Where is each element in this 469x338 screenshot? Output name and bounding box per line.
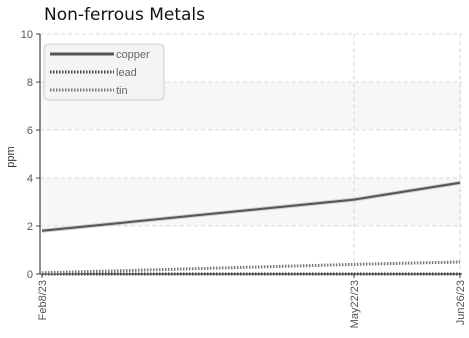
x-tick-label: May22/23 bbox=[349, 280, 361, 328]
axes bbox=[36, 33, 462, 278]
legend-label-copper: copper bbox=[116, 49, 150, 61]
tin-line bbox=[41, 260, 461, 275]
series-lines bbox=[41, 180, 461, 276]
y-tick-label: 0 bbox=[27, 269, 33, 281]
y-tick-label: 10 bbox=[21, 29, 33, 41]
y-tick-label: 8 bbox=[27, 77, 33, 89]
chart-title: Non-ferrous Metals bbox=[44, 5, 205, 25]
legend-label-tin: tin bbox=[116, 85, 128, 97]
legend: copper lead tin bbox=[43, 43, 165, 101]
x-tick-labels: Feb8/23 May22/23 Jun26/23 bbox=[37, 280, 467, 328]
x-tick-label: Jun26/23 bbox=[455, 280, 467, 325]
grid-lines bbox=[40, 33, 462, 274]
x-tick-label: Feb8/23 bbox=[37, 280, 49, 320]
y-tick-label: 4 bbox=[27, 173, 33, 185]
y-tick-labels: 0 2 4 6 8 10 bbox=[21, 29, 33, 281]
y-tick-label: 6 bbox=[27, 125, 33, 137]
y-tick-label: 2 bbox=[27, 221, 33, 233]
y-axis-label: ppm bbox=[5, 146, 17, 167]
plot-band bbox=[40, 178, 462, 226]
legend-label-lead: lead bbox=[116, 67, 137, 79]
copper-line bbox=[41, 181, 461, 232]
